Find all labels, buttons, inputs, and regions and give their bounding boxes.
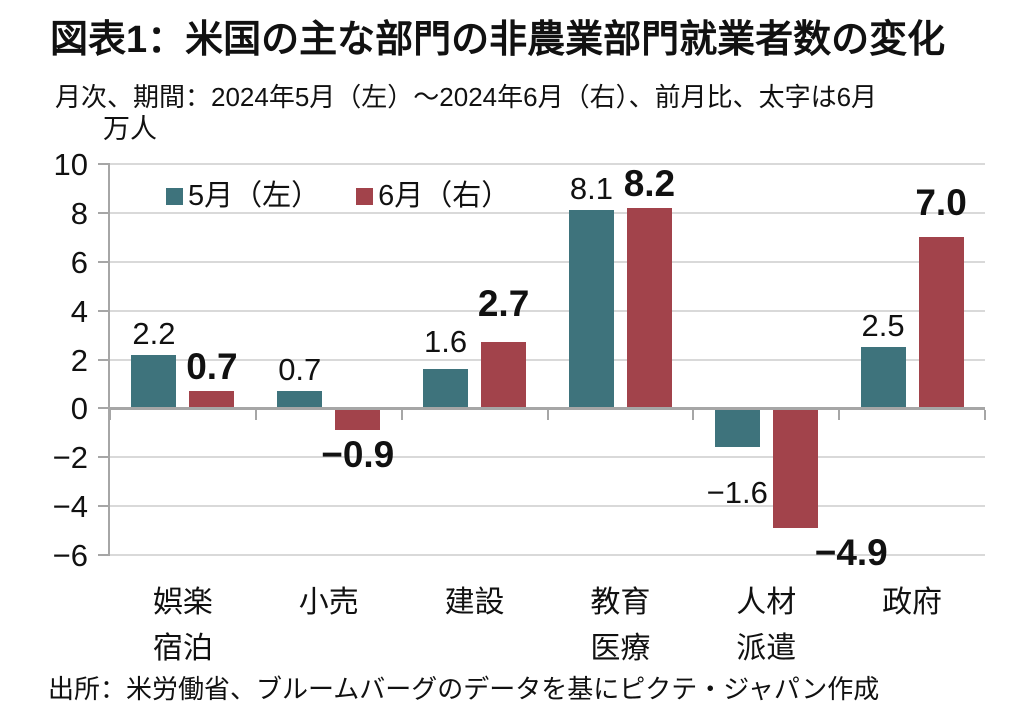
- y-axis-tick--2: [98, 456, 110, 459]
- x-axis-label-2: 建設: [402, 580, 548, 626]
- x-axis-tick-3: [546, 410, 549, 421]
- x-axis-zero-line: [110, 406, 985, 410]
- y-tick-label--6: −6: [52, 538, 88, 573]
- x-axis-label-line: 医療: [590, 632, 651, 665]
- bar-june-2: [481, 342, 527, 409]
- x-axis-label-line: 娯楽: [152, 586, 213, 619]
- bar-may-4: [714, 408, 760, 448]
- y-tick-label-2: 2: [70, 342, 88, 378]
- y-tick-label-10: 10: [53, 147, 88, 182]
- x-axis-label-line: 教育: [590, 586, 651, 619]
- value-label-june-0: 0.7: [186, 346, 238, 388]
- y-tick-label-8: 8: [70, 195, 88, 231]
- bar-may-1: [277, 391, 323, 409]
- y-axis-tick-4: [98, 309, 110, 312]
- legend: 5月（左） 6月（右）: [166, 182, 510, 211]
- legend-label: 6月（右）: [378, 180, 511, 212]
- x-axis-label-1: 小売: [256, 580, 402, 626]
- bar-june-3: [626, 207, 672, 409]
- y-axis-tick-6: [98, 260, 110, 263]
- source-note: 出所：米労働省、ブルームバーグのデータを基にピクテ・ジャパン作成: [48, 674, 880, 704]
- legend-label: 5月（左）: [188, 180, 321, 212]
- x-axis-tick-5: [838, 410, 841, 421]
- x-axis-label-line: 人材: [736, 586, 797, 619]
- x-axis-tick-4: [692, 410, 695, 421]
- x-axis-tick-6: [984, 410, 986, 421]
- y-axis-tick-0: [98, 407, 110, 410]
- y-axis-unit-label: 万人: [103, 114, 157, 144]
- x-axis-label-3: 教育 医療: [548, 580, 694, 672]
- bar-june-0: [189, 391, 235, 409]
- gridline-4: [110, 309, 985, 312]
- legend-item-may: 5月（左）: [166, 182, 320, 211]
- value-label-may-2: 1.6: [424, 324, 468, 360]
- x-axis-label-line: 政府: [882, 586, 943, 619]
- x-axis-label-5: 政府: [839, 580, 985, 626]
- gridline-6: [110, 260, 985, 263]
- value-label-may-3: 8.1: [569, 171, 613, 207]
- gridline-8: [110, 211, 985, 214]
- legend-item-june: 6月（右）: [356, 182, 510, 211]
- gridline--4: [110, 505, 985, 508]
- gridline-2: [110, 358, 985, 361]
- value-label-june-1: −0.9: [321, 434, 395, 476]
- value-label-may-5: 2.5: [861, 308, 905, 344]
- value-label-june-4: −4.9: [814, 532, 888, 574]
- figure-title: 図表1：米国の主な部門の非農業部門就業者数の変化: [50, 19, 946, 61]
- gridline--2: [110, 456, 985, 459]
- bar-may-3: [568, 210, 614, 409]
- gridline--6: [110, 554, 985, 556]
- bar-june-5: [918, 237, 964, 409]
- y-axis-tick-8: [98, 211, 110, 214]
- x-axis-tick-0: [109, 410, 111, 421]
- x-axis-label-line: 派遣: [736, 632, 797, 665]
- x-axis-label-line: 建設: [444, 586, 505, 619]
- y-axis-line: [108, 163, 110, 556]
- bar-june-4: [772, 408, 818, 529]
- y-axis-tick--4: [98, 505, 110, 508]
- bar-may-0: [131, 354, 177, 409]
- bar-may-2: [423, 369, 469, 409]
- x-axis-label-line: 小売: [298, 586, 359, 619]
- figure-subtitle: 月次、期間：2024年5月（左）～2024年6月（右）、前月比、太字は6月: [55, 82, 878, 112]
- value-label-june-2: 2.7: [477, 283, 530, 325]
- y-tick-label-0: 0: [70, 391, 88, 427]
- x-axis-label-line: 宿泊: [152, 632, 213, 665]
- y-tick-label--2: −2: [52, 440, 88, 476]
- legend-swatch-icon: [356, 188, 374, 205]
- value-label-may-1: 0.7: [278, 352, 322, 388]
- x-axis-label-0: 娯楽 宿泊: [110, 580, 256, 672]
- y-axis-tick-10: [98, 163, 110, 165]
- value-label-may-4: −1.6: [706, 475, 768, 511]
- legend-swatch-icon: [166, 188, 183, 205]
- bar-june-1: [335, 408, 381, 431]
- y-axis-tick-2: [98, 358, 110, 361]
- gridline-10: [110, 163, 985, 165]
- y-tick-label--4: −4: [52, 489, 88, 525]
- value-label-may-0: 2.2: [132, 315, 176, 351]
- x-axis-label-4: 人材 派遣: [693, 580, 839, 672]
- value-label-june-3: 8.2: [623, 162, 676, 204]
- bar-may-5: [860, 347, 906, 409]
- y-tick-label-6: 6: [70, 244, 88, 280]
- x-axis-tick-1: [254, 410, 257, 421]
- x-axis-tick-2: [400, 410, 403, 421]
- y-tick-label-4: 4: [70, 293, 88, 329]
- value-label-june-5: 7.0: [915, 182, 967, 224]
- y-axis-tick--6: [98, 554, 110, 556]
